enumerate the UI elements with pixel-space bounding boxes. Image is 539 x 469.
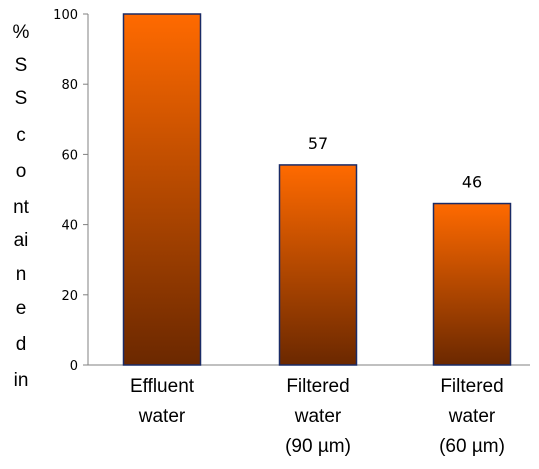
y-axis-label-part: S (14, 55, 28, 76)
x-category-label: Filtered water (60 µm) (412, 372, 532, 462)
x-category-label-line: water (294, 406, 342, 427)
bar (278, 164, 358, 366)
y-tick-label: 60 (61, 148, 78, 163)
bar (432, 202, 512, 366)
x-category-label-line: water (138, 406, 186, 427)
y-axis-label-part: nt (13, 197, 29, 218)
x-category-label: Effluent water (102, 372, 222, 432)
y-tick-label: 20 (61, 289, 78, 304)
y-tick-label: 0 (70, 359, 78, 374)
y-tick-label: 40 (61, 219, 78, 234)
y-tick-label: 80 (61, 78, 78, 93)
y-axis-label-part: in (13, 370, 29, 391)
y-axis-label-part: % (12, 22, 30, 43)
x-category-label-line: (90 µm) (285, 436, 351, 457)
y-axis-label-part: c (16, 125, 26, 146)
y-axis-label-part: S (14, 88, 28, 109)
bar-data-label: 57 (308, 134, 328, 153)
data-labels: 57 46 (308, 134, 482, 192)
bar-data-label: 46 (462, 173, 482, 192)
y-axis-label-part: n (15, 264, 27, 285)
bar (122, 13, 202, 366)
y-tick-label: 100 (53, 8, 78, 23)
x-category-label-line: water (448, 406, 496, 427)
x-category-label-line: Filtered (440, 376, 504, 397)
x-category-label: Filtered water (90 µm) (258, 372, 378, 462)
x-category-label-line: (60 µm) (439, 436, 505, 457)
y-axis-label-part: e (15, 298, 27, 319)
y-axis-label-part: d (15, 334, 27, 355)
x-category-label-line: Effluent (129, 376, 195, 397)
y-axis-label-part: o (15, 161, 27, 182)
bars (122, 13, 512, 366)
x-category-label-line: Filtered (286, 376, 350, 397)
y-axis-label-part: ai (13, 230, 29, 251)
